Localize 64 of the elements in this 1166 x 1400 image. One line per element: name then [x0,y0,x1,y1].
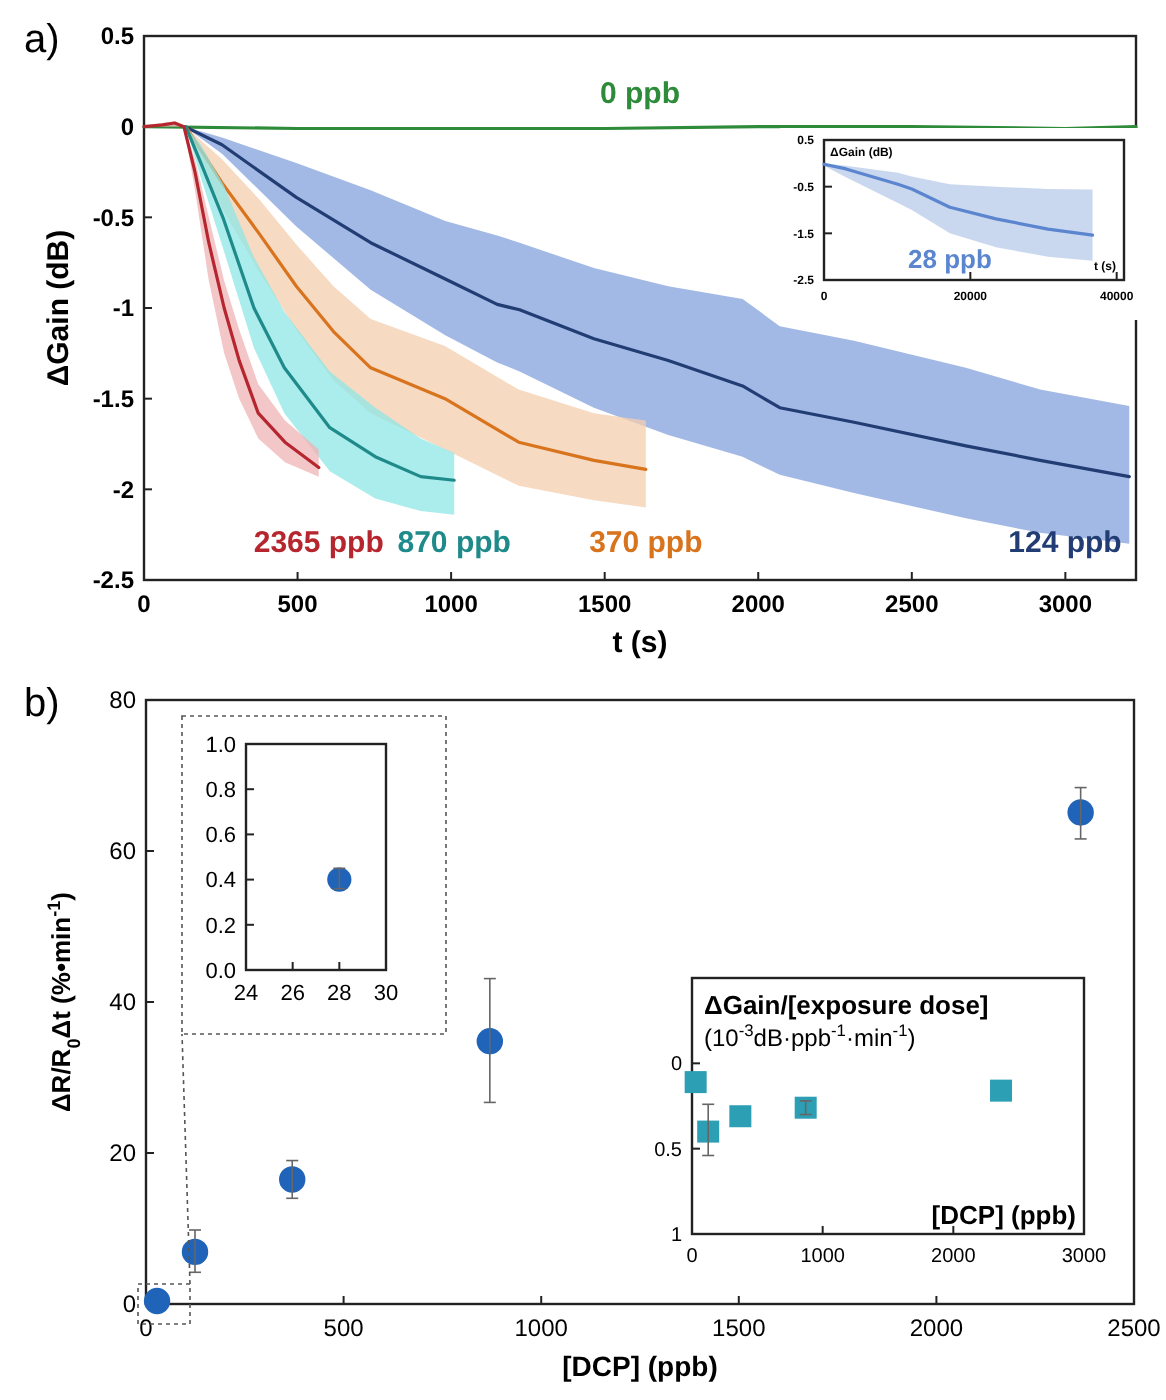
x-tick-label: 500 [323,1314,365,1342]
x-tick-label: 30 [373,982,399,1006]
y-tick-label: 0 [120,113,135,142]
line-series [183,125,1131,479]
y-tick-label: -2.5 [92,566,135,595]
x-tick-label: 0 [686,1246,699,1268]
y-tick-label: 0.5 [654,1139,683,1162]
text: 2365 ppb [253,526,384,560]
y-tick-label: -1.5 [92,385,135,414]
y-tick-label: 80 [109,686,137,715]
x-tick-label: 28 [327,982,352,1006]
point [1067,799,1094,826]
y-tick-label: 60 [109,837,137,866]
x-tick-label: 1000 [424,590,479,618]
line-series [822,162,1095,237]
x-tick-label: 26 [280,982,305,1006]
x-tick-label: 2500 [1107,1314,1162,1342]
chart-title: a) [24,18,60,62]
y-tick-label: 1 [670,1225,683,1247]
point [279,1166,306,1193]
y-tick-label: -2 [112,475,135,504]
y-tick-label: 40 [109,988,137,1017]
x-axis-title: [DCP] (ppb) [931,1200,1076,1230]
x-tick-label: 2000 [909,1314,964,1342]
y-tick-label: 1.0 [205,733,236,758]
x-tick-label: 2000 [731,590,786,618]
series-label: 870 ppb [397,526,511,560]
y-tick-label: -0.5 [92,203,135,232]
point [697,1120,720,1143]
x-tick-label: 1500 [577,590,633,618]
y-tick-label: 0.4 [205,869,236,894]
x-tick-label: 1500 [712,1314,767,1342]
y-axis-title: ΔGain (dB) [42,229,76,387]
x-tick-label: 3000 [1061,1246,1108,1268]
point [684,1071,707,1094]
text: ΔGain/[exposure dose] [704,990,989,1020]
y-tick-label: -1 [112,294,135,323]
point [729,1105,752,1128]
series-label: 0 ppb [600,76,680,111]
y-tick-label: 0.6 [205,824,236,849]
x-tick-label: 2000 [931,1246,977,1268]
x-tick-label: 500 [277,590,319,618]
x-axis-title: t (s) [612,626,668,660]
y-tick-label: 0 [670,1054,683,1077]
text: 370 ppb [589,526,703,560]
y-tick-label: 20 [109,1139,137,1168]
x-axis-title: [DCP] (ppb) [562,1350,718,1382]
series-label: 28 ppb [908,244,992,274]
y-tick-label: 0.0 [205,959,236,984]
x-tick-label: 3000 [1038,590,1093,618]
x-tick-label: 1000 [514,1314,569,1342]
point [476,1028,504,1055]
text: (10$^{-3}$dB·ppb$^{-1}$·min$^{-1}$) [704,1020,916,1052]
x-tick-label: 1000 [800,1246,846,1268]
x-tick-label: 2500 [885,590,940,618]
point [990,1079,1013,1102]
y-tick-label: 0 [122,1290,137,1319]
y-tick-label: 0.8 [205,778,236,803]
x-tick-label: 0 [139,1314,154,1342]
y-tick-label: 0.2 [205,914,236,939]
x-tick-label: 24 [233,982,259,1006]
series-label: 124 ppb [1008,526,1122,560]
y-tick-label: 0.5 [100,22,135,51]
chart-title: b) [24,682,60,726]
